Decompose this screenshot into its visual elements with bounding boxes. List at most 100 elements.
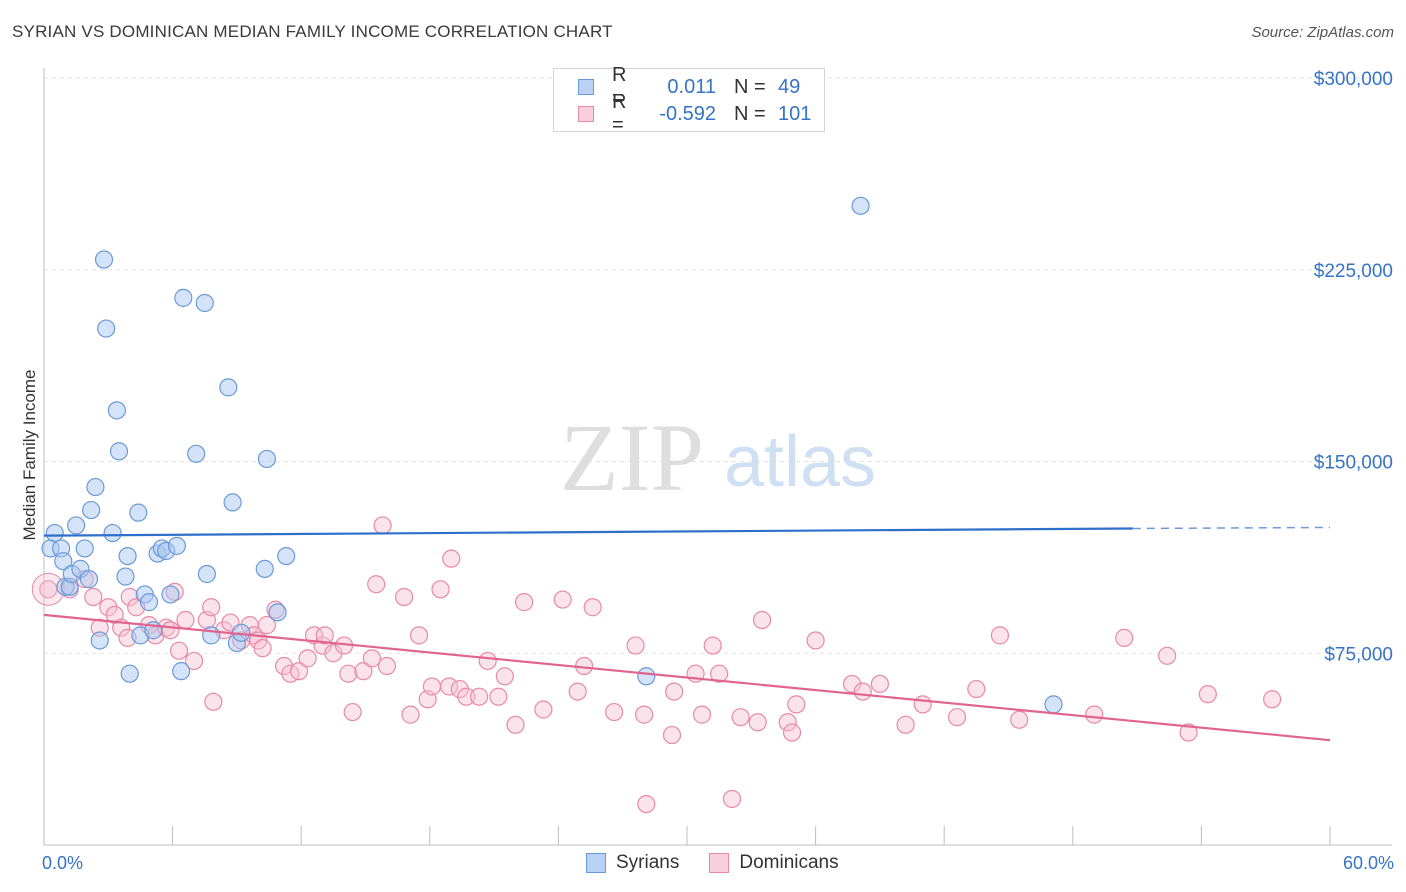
syrian-point [67, 516, 86, 535]
dominican-point [990, 626, 1010, 645]
syrian-point [223, 493, 242, 512]
dominican-point [710, 664, 729, 683]
x-tick-label-min: 0.0% [42, 853, 84, 873]
dominican-point [469, 687, 489, 706]
dominican-point [343, 702, 362, 722]
dominicans-points [31, 516, 1282, 814]
dominican-point [362, 649, 382, 668]
syrian-point [1044, 695, 1063, 714]
syrians-trend-line [43, 527, 1133, 537]
dominican-point [1010, 710, 1029, 729]
dominican-point [409, 626, 429, 645]
source-label: Source: ZipAtlas.com [1251, 24, 1394, 41]
dominican-point [665, 682, 684, 701]
dominican-point [401, 705, 420, 724]
legend-r-label: R = [612, 91, 627, 136]
dominican-point [506, 715, 525, 734]
dominican-point [703, 636, 722, 655]
dominican-point [339, 664, 358, 683]
syrian-point [255, 559, 274, 578]
syrian-point [851, 196, 870, 215]
syrians-trend-extension [1132, 526, 1331, 530]
dominican-point [377, 656, 397, 676]
syrian-point [268, 603, 287, 622]
syrian-point [174, 288, 193, 307]
dominican-point [354, 662, 373, 681]
y-axis-title: Median Family Income [20, 369, 39, 541]
y-tick-label: $225,000 [1314, 261, 1393, 282]
dominican-point [176, 610, 195, 630]
watermark-atlas: atlas [724, 422, 876, 502]
syrian-point [637, 667, 656, 686]
dominican-point [626, 636, 645, 655]
syrian-point [118, 546, 137, 566]
dominican-point [394, 587, 414, 607]
dominican-point [184, 651, 204, 671]
legend-swatch-dominicans [578, 106, 594, 122]
dominican-point [439, 677, 459, 696]
dominican-point [257, 616, 277, 635]
correlation-legend: R = 0.011 N = 49 R = -0.592 N = 101 [553, 64, 825, 136]
legend-swatch-syrians [578, 79, 594, 95]
syrian-point [202, 626, 221, 645]
dominican-point [315, 626, 334, 645]
dominican-point [806, 631, 825, 650]
dominican-point [605, 702, 624, 722]
syrian-point [94, 250, 114, 269]
series-legend-syrians: Syrians [586, 852, 679, 874]
dominican-point [457, 687, 476, 706]
legend-r-value: -0.592 [659, 102, 716, 125]
syrian-point [219, 378, 238, 397]
dominican-point [534, 700, 553, 719]
chart-title: SYRIAN VS DOMINICAN MEDIAN FAMILY INCOME… [12, 22, 613, 41]
dominican-point [495, 667, 514, 686]
legend-n-label: N = [734, 75, 766, 98]
syrian-point [45, 523, 64, 543]
dominican-point [752, 610, 772, 630]
syrian-point [79, 570, 99, 589]
syrian-point [86, 477, 105, 497]
dominican-point [731, 708, 750, 727]
dominican-point [442, 549, 461, 568]
dominican-point [1085, 705, 1104, 724]
dominican-point [298, 649, 317, 668]
syrian-point [97, 319, 116, 338]
dominican-point [515, 593, 534, 612]
dominican-point [870, 674, 890, 694]
dominican-point [692, 705, 712, 724]
syrian-point [54, 552, 73, 571]
dominican-point [635, 705, 654, 724]
syrians-swatch [586, 853, 606, 873]
syrian-point [75, 539, 94, 558]
dominican-point [947, 708, 967, 727]
dominican-point [289, 662, 309, 681]
axes [43, 68, 1392, 846]
dominican-point [583, 598, 602, 617]
dominican-point [253, 639, 272, 658]
x-tick-label-max: 60.0% [1342, 853, 1394, 873]
dominican-point [84, 587, 103, 607]
dominican-point [896, 715, 915, 734]
watermark: ZIP atlas [560, 404, 876, 511]
dominican-point [662, 725, 682, 745]
dominican-point [373, 516, 392, 535]
dominican-point [1115, 628, 1134, 648]
legend-n-label: N = [734, 102, 766, 125]
dominican-point [853, 682, 872, 701]
syrians-label: Syrians [616, 852, 680, 873]
dominican-point [568, 682, 587, 701]
dominican-point [1198, 685, 1217, 704]
dominicans-label: Dominicans [739, 852, 839, 873]
dominican-point [748, 713, 767, 732]
dominican-point [1263, 690, 1282, 709]
syrian-point [109, 442, 129, 461]
dominican-point [1158, 646, 1177, 665]
syrian-point [197, 564, 216, 584]
dominican-point [637, 794, 656, 814]
syrian-point [257, 449, 277, 469]
y-tick-labels: $75,000 $150,000 $225,000 $300,000 [1314, 69, 1393, 665]
dominican-point [913, 695, 932, 714]
dominican-point [778, 713, 797, 732]
dominican-point [782, 723, 802, 742]
syrian-point [103, 523, 122, 543]
